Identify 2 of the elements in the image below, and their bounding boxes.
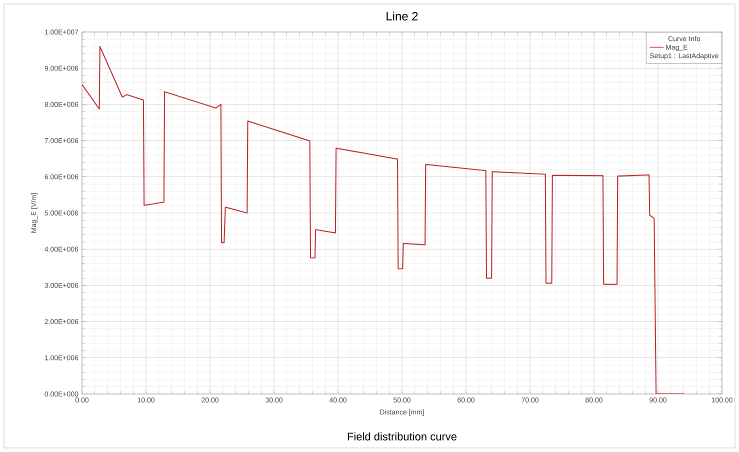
- text: Field distribution curve: [348, 432, 457, 440]
- chart-title: Line 2: [386, 12, 418, 20]
